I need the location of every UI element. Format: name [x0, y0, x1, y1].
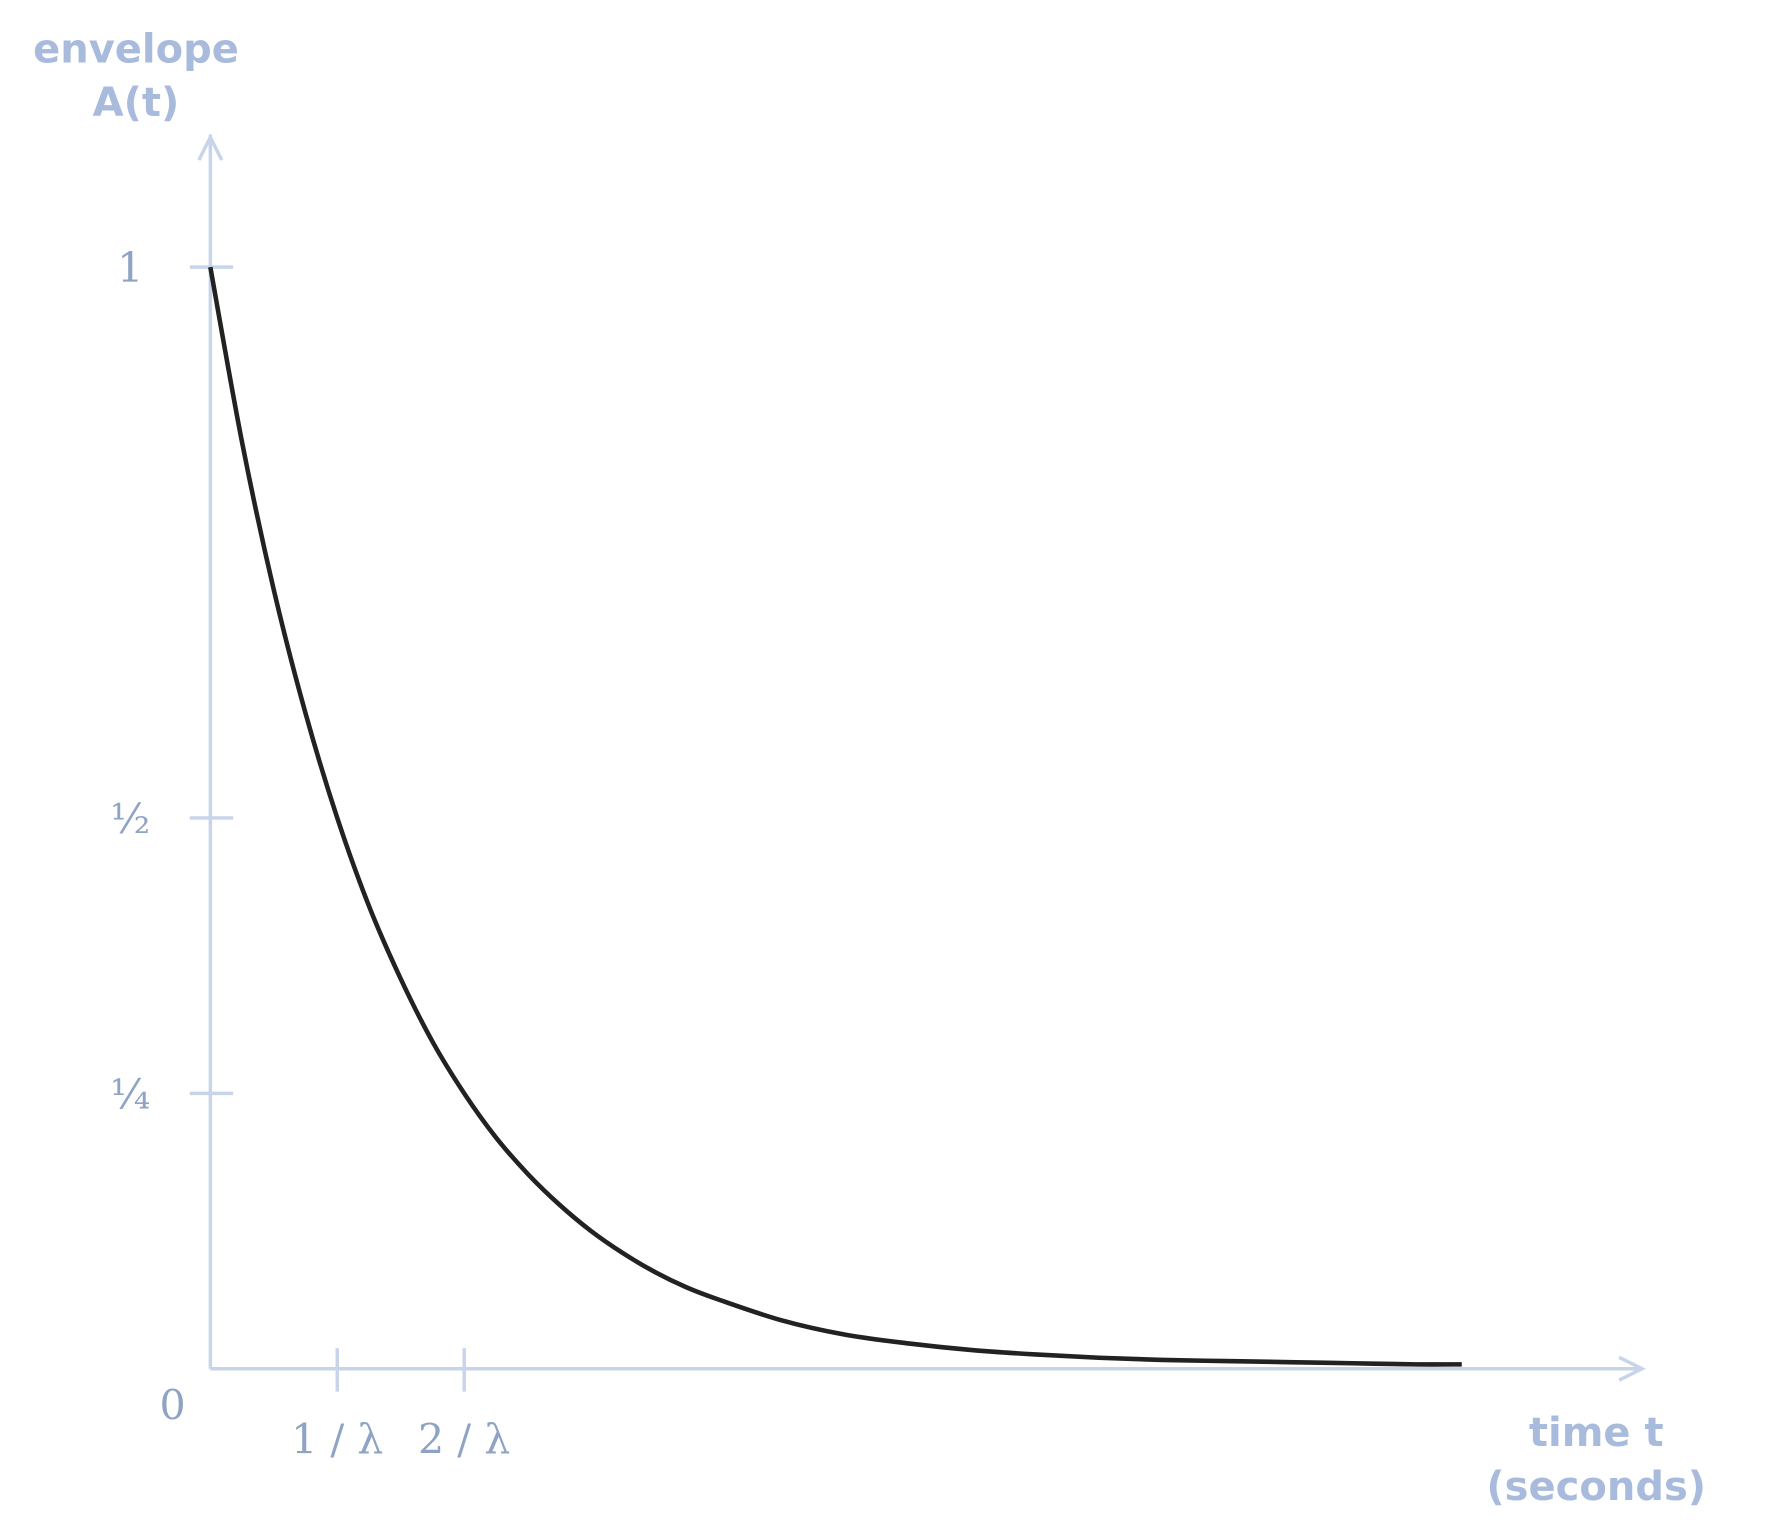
y-tick-label: 0 [160, 1381, 186, 1429]
y-axis-title: A(t) [93, 80, 180, 126]
y-tick-label: 1 [117, 244, 143, 292]
y-axis-title: envelope [33, 26, 239, 72]
y-axis-arrow [197, 133, 224, 161]
x-axis-arrow [1618, 1355, 1646, 1382]
decay-curve [208, 266, 1462, 1367]
x-axis-title: (seconds) [1486, 1464, 1706, 1510]
x-axis-title: time t [1529, 1410, 1664, 1456]
x-tick-label: 2 / λ [418, 1416, 510, 1464]
y-tick-label: ¼ [110, 1070, 150, 1118]
x-tick-label: 1 / λ [291, 1416, 383, 1464]
y-tick-label: ½ [110, 795, 150, 843]
